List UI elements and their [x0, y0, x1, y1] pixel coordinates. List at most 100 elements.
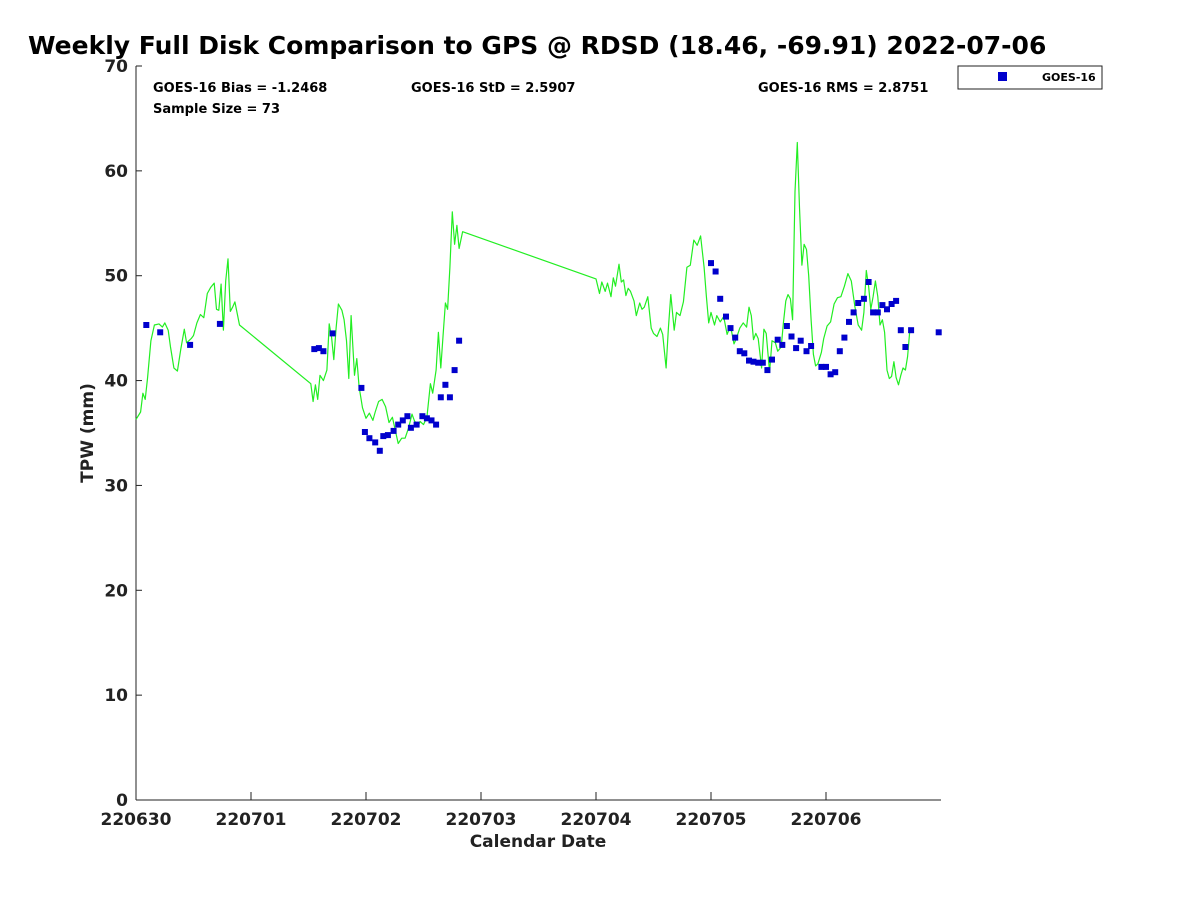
goes-16-point [428, 417, 435, 424]
goes-16-point [870, 309, 877, 316]
x-ticks: 220630 220701 220702 220703 220704 220705 2207… [101, 792, 862, 830]
goes-16-point [818, 363, 825, 370]
goes-16-point [836, 348, 843, 355]
x-tick-label: 220703 [446, 810, 517, 830]
goes-16-point [827, 371, 834, 378]
legend-label: GOES-16 [1042, 71, 1096, 84]
legend-marker [998, 72, 1007, 81]
y-tick-label: 40 [104, 372, 128, 392]
goes-16-point [897, 327, 904, 334]
goes-16-point [157, 329, 164, 336]
chart-title: Weekly Full Disk Comparison to GPS @ RDS… [28, 31, 1046, 60]
goes-16-point [442, 381, 449, 388]
goes-16-point [774, 336, 781, 343]
goes-16-point [741, 350, 748, 357]
stat-rms: GOES-16 RMS = 2.8751 [758, 81, 928, 96]
goes-16-point [935, 329, 942, 336]
goes-16-point [329, 330, 336, 337]
goes-16-point [723, 313, 729, 320]
goes-16-point [358, 384, 365, 391]
goes-16-point [395, 421, 402, 428]
goes-16-point [746, 357, 752, 364]
goes-16-point [216, 320, 223, 327]
goes-16-point [755, 359, 762, 366]
goes-16-point [433, 421, 440, 428]
goes-16-point [779, 341, 786, 348]
y-axis-label: TPW (mm) [78, 383, 98, 483]
goes-16-point [884, 306, 890, 313]
goes-16-point [783, 323, 790, 329]
y-tick-label: 50 [104, 267, 128, 287]
x-tick-label: 220705 [676, 810, 747, 830]
goes-16-point [788, 333, 795, 340]
goes-16-point [832, 369, 839, 376]
gps-line [135, 141, 911, 445]
y-tick-label: 20 [104, 581, 128, 601]
y-tick-label: 70 [104, 57, 128, 77]
goes-16-point [769, 356, 775, 363]
goes-16-point [399, 417, 406, 424]
goes-16-point [446, 394, 453, 401]
goes-16-point [803, 348, 810, 355]
goes-16-point [376, 447, 383, 454]
goes-16-point [888, 301, 895, 307]
goes-16-point [372, 439, 379, 446]
stat-std: GOES-16 StD = 2.5907 [411, 81, 575, 96]
legend: GOES-16 [957, 65, 1103, 90]
y-tick-label: 30 [104, 476, 128, 496]
x-tick-label: 220706 [791, 810, 862, 830]
stat-sample-size: Sample Size = 73 [153, 102, 280, 117]
goes-16-point [311, 346, 318, 353]
x-tick-label: 220704 [561, 810, 632, 830]
goes-16-point [736, 348, 743, 355]
goes-16-point [380, 433, 387, 440]
goes-16-point [823, 363, 829, 370]
goes-16-point [865, 279, 872, 285]
goes-16-point [902, 344, 909, 350]
goes-16-point [451, 367, 458, 374]
goes-16-point [879, 302, 886, 309]
goes-16-point [143, 322, 150, 328]
x-tick-label: 220701 [216, 810, 287, 830]
goes-16-point [908, 327, 915, 334]
goes-16-point [850, 309, 857, 316]
goes-16-point [717, 295, 724, 302]
plot-area [136, 66, 941, 800]
goes-16-point [808, 343, 815, 349]
y-tick-label: 60 [104, 162, 128, 182]
stat-bias: GOES-16 Bias = -1.2468 [153, 81, 327, 96]
goes-16-point [437, 394, 444, 401]
goes-16-point [384, 432, 391, 439]
goes-16-point [893, 297, 900, 304]
goes-16-point [456, 337, 463, 344]
legend-box [957, 65, 1103, 90]
goes-16-point [708, 260, 714, 267]
y-tick-label: 10 [104, 686, 128, 706]
goes-16-point [423, 415, 430, 422]
goes-16-point [727, 325, 734, 332]
goes-16-point [750, 358, 757, 365]
goes-16-series [143, 260, 942, 454]
x-axis-label: Calendar Date [470, 832, 607, 852]
goes-16-point [413, 421, 420, 428]
goes-16-point [874, 309, 881, 316]
y-tick-label: 0 [116, 791, 128, 811]
goes-16-point [315, 345, 322, 352]
goes-16-point [404, 413, 411, 420]
goes-16-point [361, 429, 368, 435]
goes-16-point [320, 348, 327, 355]
x-tick-label: 220702 [331, 810, 402, 830]
goes-16-point [407, 424, 414, 431]
x-tick-label: 220630 [101, 810, 172, 830]
goes-16-point [390, 427, 397, 434]
goes-16-point [764, 367, 771, 374]
goes-16-point [759, 359, 766, 366]
goes-16-point [846, 318, 852, 325]
goes-16-point [860, 295, 867, 302]
goes-16-point [793, 345, 800, 352]
goes-16-point [712, 268, 719, 275]
goes-16-point [855, 300, 862, 306]
goes-16-point [366, 435, 373, 442]
goes-16-point [732, 334, 739, 341]
